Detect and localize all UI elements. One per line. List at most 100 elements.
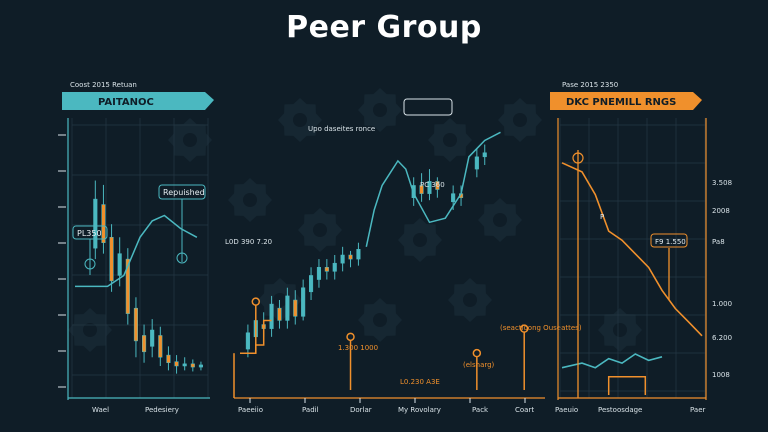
gear-hole bbox=[293, 113, 307, 127]
left-panel: Coost 2015 Retuan PAITANOC Repuished PL3… bbox=[58, 81, 214, 414]
left-x-tick-0: Wael bbox=[92, 406, 109, 414]
middle-x-tick-3: My Rovolary bbox=[398, 406, 441, 414]
gear-hole bbox=[313, 223, 327, 237]
middle-x-tick-0: Paeeiio bbox=[238, 406, 263, 414]
middle-candle bbox=[245, 332, 250, 350]
right-y-tick-0: 3.508 bbox=[712, 179, 732, 187]
page-title: Peer Group bbox=[286, 10, 482, 45]
right-panel: Pase 2015 2350 DKC PNEMILL RNGS F9 1.550… bbox=[550, 81, 732, 414]
middle-candle bbox=[474, 156, 479, 170]
left-candle bbox=[142, 335, 147, 353]
right-banner: DKC PNEMILL RNGS bbox=[566, 97, 676, 108]
left-line bbox=[75, 214, 198, 288]
annotation-box-top bbox=[403, 98, 453, 116]
left-candle bbox=[133, 307, 138, 342]
annotation-pl350: PL350 bbox=[77, 229, 102, 238]
middle-candle bbox=[427, 181, 432, 194]
middle-x-tick-4: Pack bbox=[472, 406, 489, 414]
left-candle bbox=[101, 204, 106, 243]
right-series-line-0 bbox=[561, 162, 703, 337]
gear-hole bbox=[443, 133, 457, 147]
middle-orange-marker bbox=[251, 297, 261, 306]
annotation-l0d: L0D 390 7.20 bbox=[225, 238, 272, 246]
gear-hole bbox=[413, 233, 427, 247]
right-x-tick-2: Paer bbox=[690, 406, 706, 414]
left-marks bbox=[75, 180, 203, 374]
right-caption: Pase 2015 2350 bbox=[562, 81, 618, 89]
middle-candle bbox=[340, 254, 345, 264]
right-series-line-1 bbox=[561, 353, 663, 369]
middle-line bbox=[365, 131, 501, 247]
middle-candle bbox=[316, 267, 321, 280]
middle-orange-marker bbox=[346, 332, 355, 342]
annotation-box-repuished bbox=[158, 184, 206, 200]
middle-candle bbox=[435, 181, 440, 190]
left-candle bbox=[125, 258, 130, 314]
right-grid bbox=[557, 118, 707, 400]
middle-x-tick-5: Coart bbox=[515, 406, 534, 414]
middle-candle bbox=[293, 299, 298, 317]
gear-hole bbox=[613, 323, 627, 337]
middle-candle bbox=[277, 307, 282, 321]
right-x-tick-0: Paeuio bbox=[555, 406, 578, 414]
left-caption: Coost 2015 Retuan bbox=[70, 81, 137, 89]
left-pin-marker bbox=[176, 252, 188, 264]
gear-hole bbox=[493, 213, 507, 227]
middle-candle bbox=[451, 193, 456, 203]
middle-candle bbox=[269, 303, 274, 329]
annotation-l0230: L0.230 A3E bbox=[400, 378, 440, 386]
right-y-tick-2: Pa8 bbox=[712, 238, 725, 246]
annotation-elsnarg: (elsnarg) bbox=[463, 361, 495, 369]
middle-orange-step bbox=[240, 319, 272, 354]
middle-candle bbox=[285, 295, 290, 321]
right-banner-shape bbox=[550, 92, 702, 110]
annotation-box-pl350 bbox=[72, 225, 108, 240]
annotation-seactioong: (seactioong Ouseattes) bbox=[500, 324, 582, 332]
annotation-box-f9 bbox=[650, 233, 688, 248]
left-candle bbox=[174, 361, 179, 367]
left-grid bbox=[67, 118, 210, 400]
gear-hole bbox=[183, 133, 197, 147]
middle-orange-marker bbox=[472, 348, 482, 358]
left-x-tick-1: Pedesiery bbox=[145, 406, 179, 414]
gear-pattern bbox=[68, 88, 642, 352]
annotation-pc360: PC 360 bbox=[420, 181, 445, 189]
left-banner: PAITANOC bbox=[98, 97, 154, 108]
left-candle bbox=[198, 364, 203, 368]
gear-hole bbox=[373, 103, 387, 117]
left-candle bbox=[166, 354, 171, 363]
middle-x-tick-2: Dorlar bbox=[350, 406, 372, 414]
gear-hole bbox=[83, 323, 97, 337]
gear-hole bbox=[273, 293, 287, 307]
middle-candle bbox=[482, 152, 487, 158]
gear-hole bbox=[243, 193, 257, 207]
annotation-upo: Upo daseites ronce bbox=[308, 125, 375, 133]
left-candle bbox=[150, 329, 155, 347]
right-x-tick-1: Pestoosdage bbox=[598, 406, 642, 414]
left-pin-marker bbox=[84, 258, 96, 270]
left-candle bbox=[109, 237, 114, 282]
left-y-ticks bbox=[58, 134, 66, 388]
right-y-tick-4: 6.200 bbox=[712, 334, 732, 342]
middle-candle bbox=[348, 254, 353, 260]
left-candle bbox=[117, 253, 122, 276]
middle-panel: Upo daseites ronce L0D 390 7.20 PC 360 1… bbox=[225, 98, 582, 414]
gear-hole bbox=[513, 113, 527, 127]
right-marks bbox=[561, 150, 703, 398]
annotation-f9: F9 1.550 bbox=[655, 238, 686, 246]
annotation-repuished: Repuished bbox=[163, 188, 205, 197]
left-candle bbox=[182, 363, 187, 367]
middle-marks bbox=[233, 131, 545, 403]
middle-orange-marker bbox=[519, 324, 529, 333]
middle-x-tick-1: Padil bbox=[302, 406, 319, 414]
annotation-p: P bbox=[600, 213, 604, 221]
middle-candle bbox=[356, 249, 361, 260]
right-y-tick-5: 1008 bbox=[712, 371, 730, 379]
left-candle bbox=[158, 335, 163, 358]
middle-candle bbox=[324, 267, 329, 272]
middle-candle bbox=[419, 185, 424, 194]
left-banner-shape bbox=[62, 92, 214, 110]
right-marker bbox=[572, 152, 584, 164]
right-y-tick-3: 1.000 bbox=[712, 300, 732, 308]
